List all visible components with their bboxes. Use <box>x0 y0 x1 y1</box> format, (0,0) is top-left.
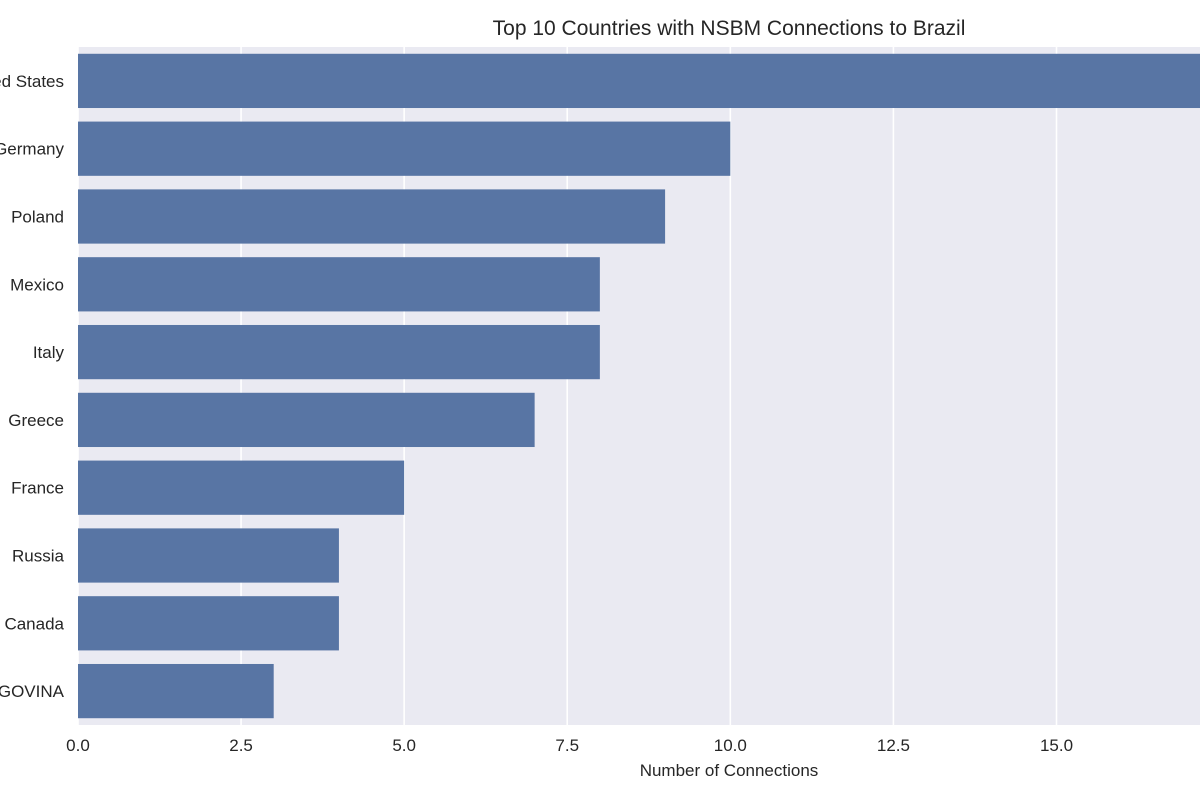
category-label: United States <box>0 72 64 91</box>
bar-russia <box>78 528 339 583</box>
x-tick-label: 5.0 <box>392 736 416 755</box>
category-label: Russia <box>12 547 65 566</box>
x-tick-labels: 0.0 2.5 5.0 7.5 10.0 12.5 15.0 <box>66 736 1073 755</box>
x-axis-label: Number of Connections <box>640 761 819 780</box>
bar-greece <box>78 392 535 448</box>
category-labels: United States Germany Poland Mexico Italy Gre… <box>0 72 65 701</box>
bar-united-states <box>78 53 1200 109</box>
chart-title: Top 10 Countries with NSBM Connections t… <box>493 17 966 40</box>
bar-bosnia-and-herzegovina <box>78 663 274 719</box>
category-label: Mexico <box>10 275 64 294</box>
category-label: Greece <box>8 411 64 430</box>
category-label: BOSNIA AND HERZEGOVINA <box>0 682 65 701</box>
bar-canada <box>78 596 339 651</box>
category-label: Italy <box>33 343 65 362</box>
category-label: France <box>11 479 64 498</box>
bar-germany <box>78 121 731 176</box>
x-tick-label: 7.5 <box>555 736 579 755</box>
bar-italy <box>78 324 600 380</box>
x-tick-label: 0.0 <box>66 736 90 755</box>
category-label: Germany <box>0 140 64 159</box>
x-tick-label: 12.5 <box>877 736 910 755</box>
x-tick-label: 15.0 <box>1040 736 1073 755</box>
x-tick-label: 2.5 <box>229 736 253 755</box>
x-tick-label: 10.0 <box>714 736 747 755</box>
category-label: Canada <box>4 614 64 633</box>
category-label: Poland <box>11 208 64 227</box>
bar-france <box>78 460 405 515</box>
bars <box>78 53 1200 719</box>
bar-poland <box>78 189 666 244</box>
bar-mexico <box>78 257 600 312</box>
